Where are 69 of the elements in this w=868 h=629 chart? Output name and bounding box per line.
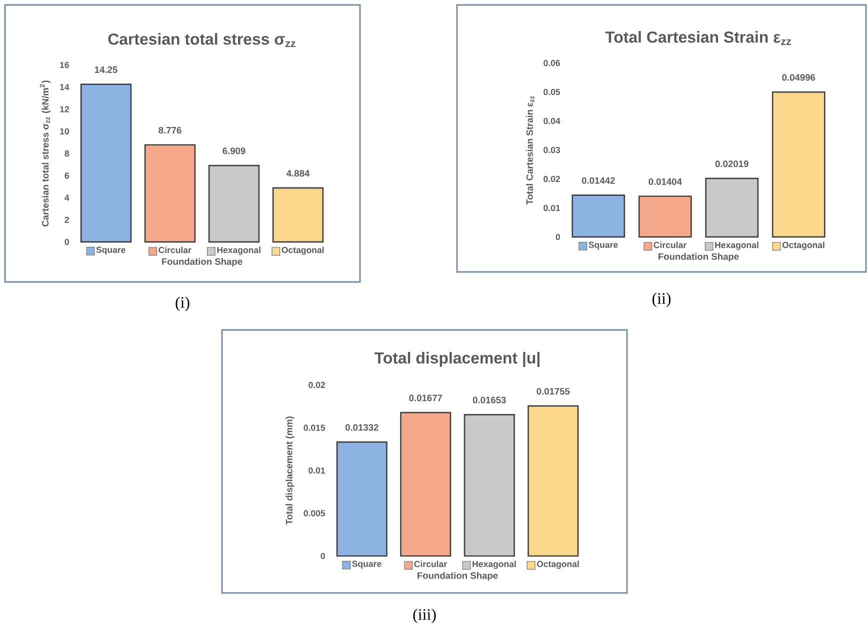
y-tick-label: 0.01 <box>308 467 326 474</box>
bar <box>400 412 452 557</box>
x-tick-label: Circular <box>654 242 686 248</box>
y-tick-label: 2 <box>64 216 69 223</box>
y-tick-label: 0.015 <box>304 424 326 431</box>
y-axis-title: Total displacement (mm) <box>286 416 294 525</box>
x-tick-label: Hexagonal <box>217 246 260 255</box>
bar <box>208 164 260 243</box>
data-label: 8.776 <box>158 126 182 134</box>
y-tick-label: 0.03 <box>544 146 560 154</box>
y-axis-title: Total Cartesian Strain ε$_{zz}$ <box>526 96 534 205</box>
bar <box>528 405 579 557</box>
data-label: 6.909 <box>222 148 246 154</box>
x-axis-title: Foundation Shape <box>658 253 739 262</box>
text: (iii) <box>413 608 436 624</box>
bar <box>638 196 692 238</box>
data-label: 0.01332 <box>345 424 378 431</box>
bar <box>144 144 196 243</box>
chart-title: Cartesian total stress σ$_{zz}$ <box>108 33 296 47</box>
data-label: 0.01755 <box>536 388 570 395</box>
text: (i) <box>176 296 190 312</box>
y-tick-label: 0.02 <box>544 176 560 182</box>
data-label: 4.884 <box>286 170 310 177</box>
bar <box>464 414 515 557</box>
x-tick-label: Square <box>96 246 126 255</box>
data-label: 0.01677 <box>409 394 442 402</box>
y-tick-label: 0.05 <box>544 88 560 96</box>
y-tick-label: 0.04 <box>544 118 560 124</box>
x-tick-label: Square <box>352 560 382 569</box>
y-tick-label: 0 <box>556 234 560 240</box>
y-tick-label: 0 <box>320 552 325 560</box>
text: (ii) <box>652 292 671 308</box>
x-tick-label: Octagonal <box>782 242 824 250</box>
data-label: 0.04996 <box>782 74 816 81</box>
x-tick-label: Hexagonal <box>472 560 516 569</box>
y-tick-label: 16 <box>60 62 69 68</box>
x-tick-label: Circular <box>158 246 192 254</box>
data-label: 0.01442 <box>582 177 615 184</box>
y-tick-label: 10 <box>60 128 69 134</box>
x-tick-label: Hexagonal <box>715 242 758 250</box>
bar <box>572 194 626 238</box>
bar <box>80 84 132 243</box>
y-tick-label: 0.005 <box>304 510 326 516</box>
y-tick-label: 12 <box>60 106 69 112</box>
bar <box>272 187 324 243</box>
y-tick-label: 8 <box>64 150 70 157</box>
bar <box>772 91 826 238</box>
x-axis-title: Foundation Shape <box>418 572 498 581</box>
x-tick-label: Square <box>588 242 618 250</box>
bar <box>336 441 388 557</box>
y-tick-label: 6 <box>64 172 69 179</box>
chart-title: Total Cartesian Strain ε$_{zz}$ <box>605 31 791 45</box>
data-label: 0.02019 <box>715 160 748 168</box>
y-tick-label: 0.02 <box>308 382 325 388</box>
data-label: 14.25 <box>94 66 118 73</box>
y-axis-title: Cartesian total stress σ$_{zz}$ (kN/m$^{2}$) <box>40 80 50 226</box>
bar <box>705 178 759 238</box>
x-axis-title: Foundation Shape <box>162 258 242 267</box>
y-tick-label: 4 <box>64 194 70 201</box>
x-tick-label: Circular <box>414 560 447 568</box>
x-tick-label: Octagonal <box>282 246 324 255</box>
x-tick-label: Octagonal <box>536 560 579 569</box>
data-label: 0.01653 <box>472 396 506 404</box>
y-tick-label: 0.06 <box>544 60 560 66</box>
y-tick-label: 0.01 <box>544 204 560 212</box>
y-tick-label: 14 <box>60 84 70 90</box>
chart-title: Total displacement |u| <box>374 352 540 367</box>
data-label: 0.01404 <box>648 178 682 185</box>
y-tick-label: 0 <box>64 238 69 246</box>
